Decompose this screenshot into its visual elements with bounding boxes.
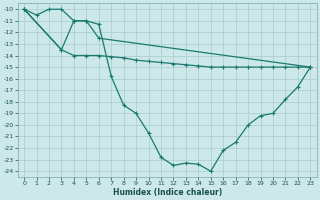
X-axis label: Humidex (Indice chaleur): Humidex (Indice chaleur) <box>113 188 222 197</box>
